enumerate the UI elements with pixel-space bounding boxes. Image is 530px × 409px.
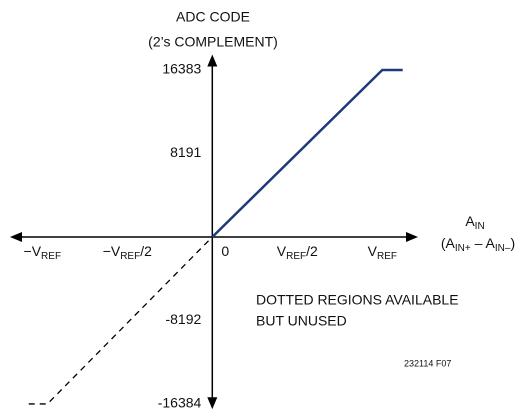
line — [211, 68, 403, 238]
tick-suffix: /2 — [306, 243, 318, 259]
tick-text: V — [277, 243, 287, 259]
x-tick-label: 0 — [221, 243, 229, 259]
y-axis-title: (2’s COMPLEMENT) — [148, 34, 278, 50]
tick-sub: REF — [120, 251, 140, 262]
x-axis-title: (AIN+ – AIN–) — [441, 235, 515, 254]
y-tick-label: 16383 — [162, 61, 201, 77]
tick-text: V — [368, 243, 378, 259]
figure-id: 232114 F07 — [404, 358, 451, 368]
x-tick-label: VREF — [368, 243, 397, 262]
y-tick-label: 8191 — [170, 144, 201, 160]
tick-text: −V — [24, 243, 42, 259]
y-tick-label: -16384 — [158, 395, 202, 409]
annotation: BUT UNUSED — [256, 313, 347, 329]
arrow — [207, 397, 218, 409]
x-axis-title: AIN — [465, 213, 484, 232]
tick-text: −V — [103, 243, 121, 259]
arrow — [10, 231, 22, 242]
tick-sub: REF — [286, 251, 306, 262]
y-axis-title: ADC CODE — [176, 9, 250, 25]
tick-text: 0 — [221, 243, 229, 259]
arrow — [207, 54, 218, 67]
y-tick-label: -8192 — [165, 311, 201, 327]
annotation: DOTTED REGIONS AVAILABLE — [256, 292, 459, 308]
x-tick-label: −VREF — [24, 243, 62, 262]
tick-sub: REF — [377, 251, 397, 262]
x-tick-label: −VREF/2 — [103, 243, 152, 262]
tick-suffix: /2 — [140, 243, 152, 259]
x-tick-label: VREF/2 — [277, 243, 318, 262]
tick-sub: REF — [41, 251, 61, 262]
arrow — [406, 231, 418, 242]
